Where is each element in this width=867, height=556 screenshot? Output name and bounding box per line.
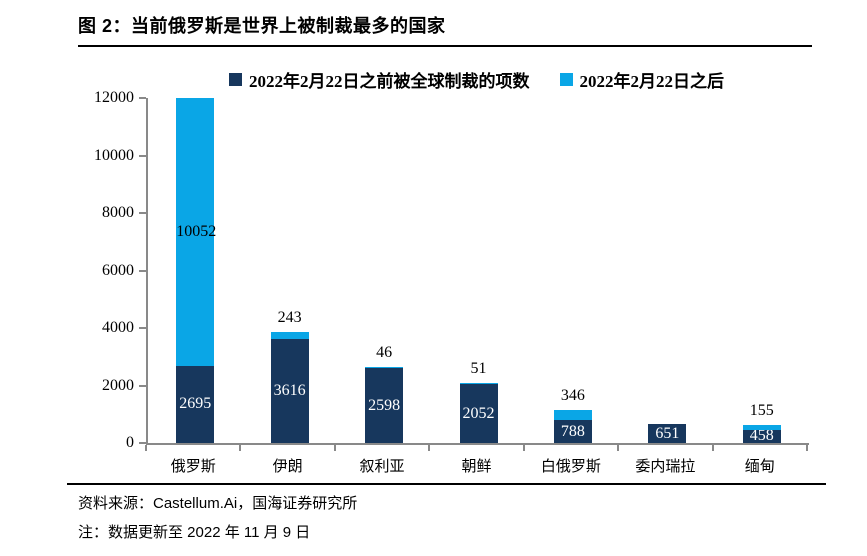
y-axis-tick-label: 0 [126, 434, 134, 451]
source-note: 资料来源：Castellum.Ai，国海证券研究所 [78, 495, 358, 512]
update-note: 注：数据更新至 2022 年 11 月 9 日 [78, 524, 311, 541]
x-axis-category-label-俄罗斯: 俄罗斯 [170, 458, 216, 475]
bar-value-label-after: 346 [560, 387, 585, 405]
bar-value-label-after: 243 [277, 309, 302, 327]
bar-segment-after-俄罗斯: 10052 [176, 98, 217, 366]
y-axis-tick-mark [139, 154, 146, 157]
bar-segment-after-叙利亚 [365, 367, 404, 369]
x-axis-tick-mark [711, 445, 714, 451]
chart-legend: 2022年2月22日之前被全球制裁的项数 2022年2月22日之后 [146, 66, 807, 92]
legend-item-1: 2022年2月22日之后 [559, 67, 725, 92]
y-axis-tick-mark [139, 97, 146, 99]
bar-value-label-before: 458 [749, 427, 774, 445]
bar-segment-before-委内瑞拉: 651 [648, 424, 687, 443]
x-axis-tick-mark [806, 445, 808, 451]
y-axis-tick-label: 6000 [102, 261, 134, 279]
bar-value-label-after: 46 [376, 344, 393, 361]
y-axis-tick-label: 8000 [102, 204, 134, 221]
bar-segment-before-俄罗斯: 2695 [176, 365, 215, 443]
bar-segment-after-白俄罗斯 [553, 410, 592, 421]
x-axis-category-label-白俄罗斯: 白俄罗斯 [540, 458, 601, 475]
bar-segment-before-缅甸: 458 [742, 427, 781, 445]
plot-area: 2695 10052 3616 243 2598 46 2052 51 788 346 651 458… [146, 98, 809, 445]
x-axis-category-label-朝鲜: 朝鲜 [461, 458, 492, 475]
bar-value-label-before: 2695 [179, 395, 212, 413]
x-axis-category-label-缅甸: 缅甸 [744, 458, 775, 475]
y-axis-tick-label: 2000 [102, 376, 134, 394]
title-divider [78, 45, 812, 47]
x-axis-category-label-叙利亚: 叙利亚 [359, 458, 405, 475]
legend-swatch-icon [229, 72, 242, 86]
bar-value-label-before: 2598 [368, 396, 401, 414]
y-axis-tick-label: 4000 [102, 319, 134, 336]
bar-segment-before-伊朗: 3616 [270, 339, 309, 443]
y-axis-tick-mark [139, 442, 146, 444]
footer-divider [67, 483, 826, 485]
bar-segment-after-伊朗 [270, 332, 309, 340]
bar-segment-after-缅甸 [742, 425, 781, 430]
figure-title: 图 2：当前俄罗斯是世界上被制裁最多的国家 [78, 16, 446, 36]
bar-segment-before-朝鲜: 2052 [459, 384, 498, 443]
x-axis-tick-mark [428, 445, 431, 451]
bar-value-label-after: 10052 [176, 222, 217, 240]
y-axis-tick-mark [139, 384, 146, 387]
legend-label: 2022年2月22日之后 [579, 71, 725, 91]
x-axis-tick-mark [239, 445, 242, 451]
legend-swatch-icon [559, 72, 573, 86]
bar-segment-before-叙利亚: 2598 [365, 368, 404, 443]
x-axis-category-label-伊朗: 伊朗 [272, 458, 303, 475]
bar-value-label-before: 3616 [273, 382, 306, 400]
x-axis-category-label-委内瑞拉: 委内瑞拉 [635, 458, 696, 475]
y-axis-tick-mark [139, 212, 146, 214]
x-axis-tick-mark [333, 445, 336, 451]
x-axis-tick-mark [617, 445, 620, 451]
legend-item-0: 2022年2月22日之前被全球制裁的项数 [229, 67, 530, 92]
bar-value-label-before: 788 [560, 422, 585, 440]
x-axis-tick-mark [145, 445, 147, 451]
bar-segment-before-白俄罗斯: 788 [553, 420, 592, 443]
legend-label: 2022年2月22日之前被全球制裁的项数 [249, 71, 530, 91]
bar-segment-after-朝鲜 [459, 382, 498, 385]
y-axis-tick-label: 12000 [94, 89, 134, 106]
y-axis-tick-mark [139, 327, 146, 329]
y-axis-tick-mark [139, 269, 146, 272]
bar-value-label-before: 651 [655, 424, 680, 442]
y-axis-tick-label: 10000 [94, 146, 134, 164]
bar-value-label-before: 2052 [462, 404, 495, 422]
bar-value-label-after: 51 [470, 359, 487, 377]
x-axis-tick-mark [522, 445, 525, 451]
bar-value-label-after: 155 [749, 402, 774, 420]
